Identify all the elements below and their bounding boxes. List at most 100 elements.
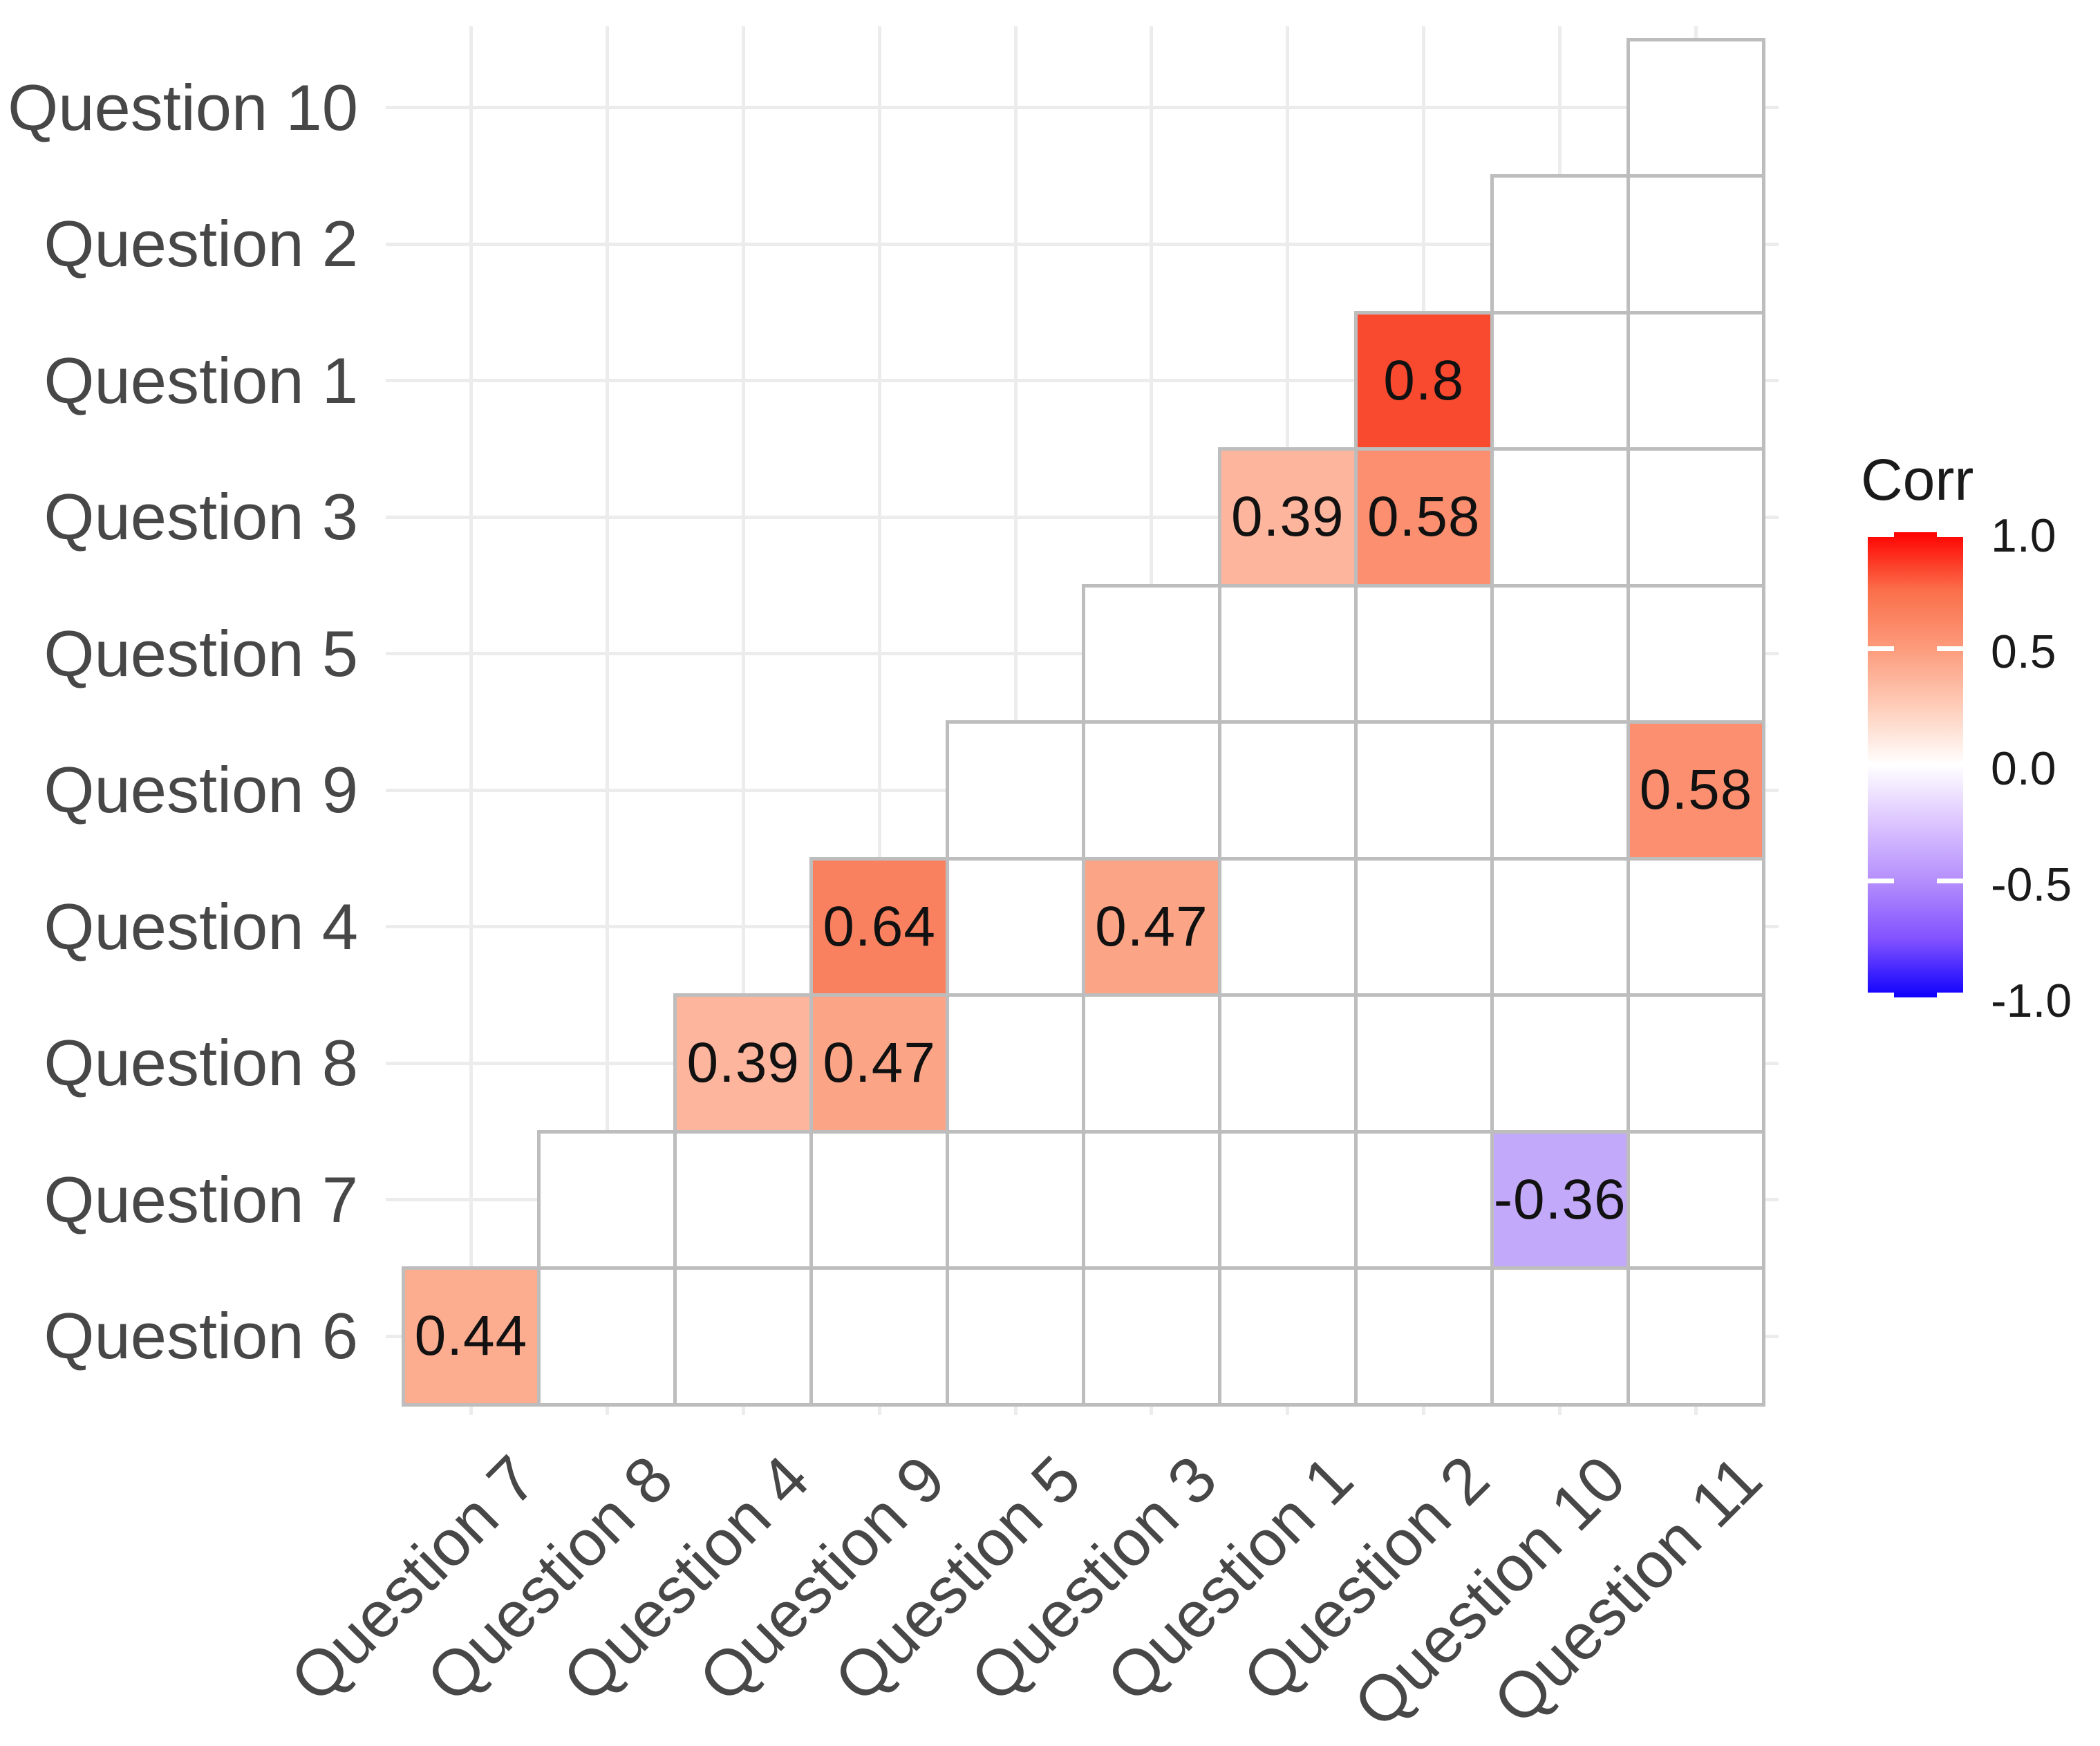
matrix-cell: 0.8 — [1353, 310, 1494, 451]
matrix-cell — [1353, 856, 1494, 997]
legend-tick — [1868, 879, 1894, 884]
matrix-cell — [1626, 37, 1766, 178]
matrix-cell — [1217, 993, 1358, 1134]
matrix-cell: 0.58 — [1353, 447, 1494, 588]
legend-tick — [1937, 993, 1963, 997]
matrix-cell — [1082, 1129, 1221, 1270]
matrix-cell: 0.64 — [809, 856, 950, 997]
y-axis-label: Question 5 — [44, 617, 358, 690]
matrix-cell: 0.47 — [1082, 856, 1221, 997]
matrix-cell: 0.44 — [401, 1266, 541, 1407]
matrix-cell — [1082, 993, 1221, 1134]
matrix-cell — [946, 720, 1085, 861]
legend-tick — [1937, 879, 1963, 884]
matrix-cell — [1353, 583, 1494, 724]
matrix-cell — [673, 1266, 814, 1407]
matrix-cell — [1082, 583, 1221, 724]
matrix-cell — [1490, 310, 1630, 451]
legend-tick-label: -0.5 — [1991, 858, 2072, 911]
matrix-cell — [1626, 1129, 1766, 1270]
matrix-cell — [809, 1129, 950, 1270]
legend-tick — [1937, 762, 1963, 767]
matrix-cell — [537, 1129, 677, 1270]
legend-tick-label: -1.0 — [1991, 975, 2072, 1027]
legend-tick-label: 1.0 — [1991, 509, 2056, 562]
matrix-cell — [1626, 583, 1766, 724]
cell-value: 0.64 — [823, 894, 936, 958]
matrix-cell — [1626, 310, 1766, 451]
y-axis-label: Question 4 — [44, 890, 358, 963]
cell-value: 0.58 — [1367, 485, 1481, 549]
gridline-vertical — [877, 26, 881, 1415]
matrix-cell — [1490, 1266, 1630, 1407]
gridline-horizontal — [386, 379, 1779, 383]
gridline-vertical — [605, 26, 609, 1415]
matrix-cell — [1082, 720, 1221, 861]
matrix-cell: 0.39 — [1217, 447, 1358, 588]
y-axis-label: Question 7 — [44, 1163, 358, 1236]
matrix-cell — [673, 1129, 814, 1270]
legend-tick — [1868, 762, 1894, 767]
gridline-vertical — [469, 26, 473, 1415]
cell-value: 0.47 — [823, 1031, 936, 1095]
y-axis-label: Question 10 — [8, 71, 358, 144]
matrix-cell — [946, 856, 1085, 997]
cell-value: 0.39 — [1231, 485, 1344, 549]
matrix-cell — [1217, 720, 1358, 861]
gridline-horizontal — [386, 106, 1779, 110]
y-axis-label: Question 6 — [44, 1299, 358, 1373]
y-axis-label: Question 3 — [44, 480, 358, 554]
matrix-cell — [1626, 447, 1766, 588]
legend-tick — [1937, 532, 1963, 537]
matrix-cell — [1217, 1266, 1358, 1407]
matrix-cell: -0.36 — [1490, 1129, 1630, 1270]
legend-tick — [1868, 993, 1894, 997]
matrix-cell — [1490, 720, 1630, 861]
cell-value: 0.58 — [1639, 758, 1753, 822]
matrix-cell — [1353, 720, 1494, 861]
matrix-cell — [1490, 447, 1630, 588]
cell-value: 0.44 — [414, 1304, 528, 1368]
matrix-cell — [1626, 1266, 1766, 1407]
matrix-cell — [1353, 1129, 1494, 1270]
legend-tick — [1868, 532, 1894, 537]
matrix-cell — [1490, 993, 1630, 1134]
legend-title: Corr — [1861, 447, 1974, 512]
legend-tick-label: 0.0 — [1991, 742, 2056, 795]
matrix-cell — [1082, 1266, 1221, 1407]
matrix-cell — [1217, 583, 1358, 724]
matrix-cell — [1490, 583, 1630, 724]
cell-value: -0.36 — [1493, 1167, 1626, 1231]
y-axis-label: Question 1 — [44, 344, 358, 417]
matrix-cell — [946, 1266, 1085, 1407]
y-axis-label: Question 2 — [44, 207, 358, 281]
matrix-cell — [537, 1266, 677, 1407]
legend-tick — [1937, 646, 1963, 651]
gridline-horizontal — [386, 242, 1779, 246]
legend-tick-label: 0.5 — [1991, 626, 2056, 679]
matrix-cell — [1353, 1266, 1494, 1407]
gridline-vertical — [741, 26, 745, 1415]
cell-value: 0.39 — [686, 1031, 800, 1095]
matrix-cell — [1353, 993, 1494, 1134]
matrix-cell — [946, 1129, 1085, 1270]
matrix-cell — [1217, 856, 1358, 997]
matrix-cell: 0.39 — [673, 993, 814, 1134]
y-axis-label: Question 8 — [44, 1026, 358, 1100]
cell-value: 0.8 — [1383, 348, 1465, 412]
matrix-cell — [1626, 174, 1766, 315]
matrix-cell: 0.47 — [809, 993, 950, 1134]
cell-value: 0.47 — [1095, 894, 1208, 958]
y-axis-label: Question 9 — [44, 753, 358, 827]
matrix-cell — [1217, 1129, 1358, 1270]
matrix-cell — [946, 993, 1085, 1134]
matrix-cell — [1626, 993, 1766, 1134]
matrix-cell — [809, 1266, 950, 1407]
gridline-horizontal — [386, 515, 1779, 519]
matrix-cell — [1626, 856, 1766, 997]
matrix-cell: 0.58 — [1626, 720, 1766, 861]
legend-tick — [1868, 646, 1894, 651]
matrix-cell — [1490, 856, 1630, 997]
matrix-cell — [1490, 174, 1630, 315]
